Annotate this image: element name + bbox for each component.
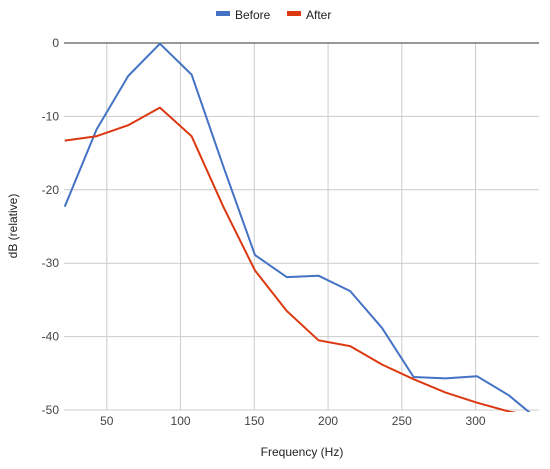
grid	[64, 42, 539, 411]
y-tick--20: -20	[42, 183, 60, 197]
x-axis-ticks: 50 100 150 200 250 300	[100, 414, 486, 428]
x-tick-200: 200	[318, 414, 338, 428]
y-tick--40: -40	[42, 330, 60, 344]
y-tick-0: 0	[52, 36, 59, 50]
legend: Before After	[216, 8, 331, 22]
x-tick-100: 100	[171, 414, 191, 428]
legend-before-label: Before	[235, 8, 271, 22]
x-tick-150: 150	[244, 414, 264, 428]
legend-after-swatch	[287, 11, 301, 16]
x-tick-250: 250	[392, 414, 412, 428]
legend-after-label: After	[306, 8, 331, 22]
y-tick--50: -50	[42, 403, 60, 417]
series-line-before	[64, 42, 531, 412]
x-axis-title: Frequency (Hz)	[261, 445, 344, 459]
y-axis-title: dB (relative)	[6, 194, 20, 259]
x-tick-300: 300	[466, 414, 486, 428]
y-tick--10: -10	[42, 109, 60, 123]
y-axis-ticks: 0 -10 -20 -30 -40 -50	[42, 36, 60, 417]
legend-before-swatch	[216, 11, 230, 16]
x-tick-50: 50	[100, 414, 114, 428]
series-line-after	[64, 106, 517, 412]
series-layer	[64, 42, 531, 412]
y-tick--30: -30	[42, 256, 60, 270]
